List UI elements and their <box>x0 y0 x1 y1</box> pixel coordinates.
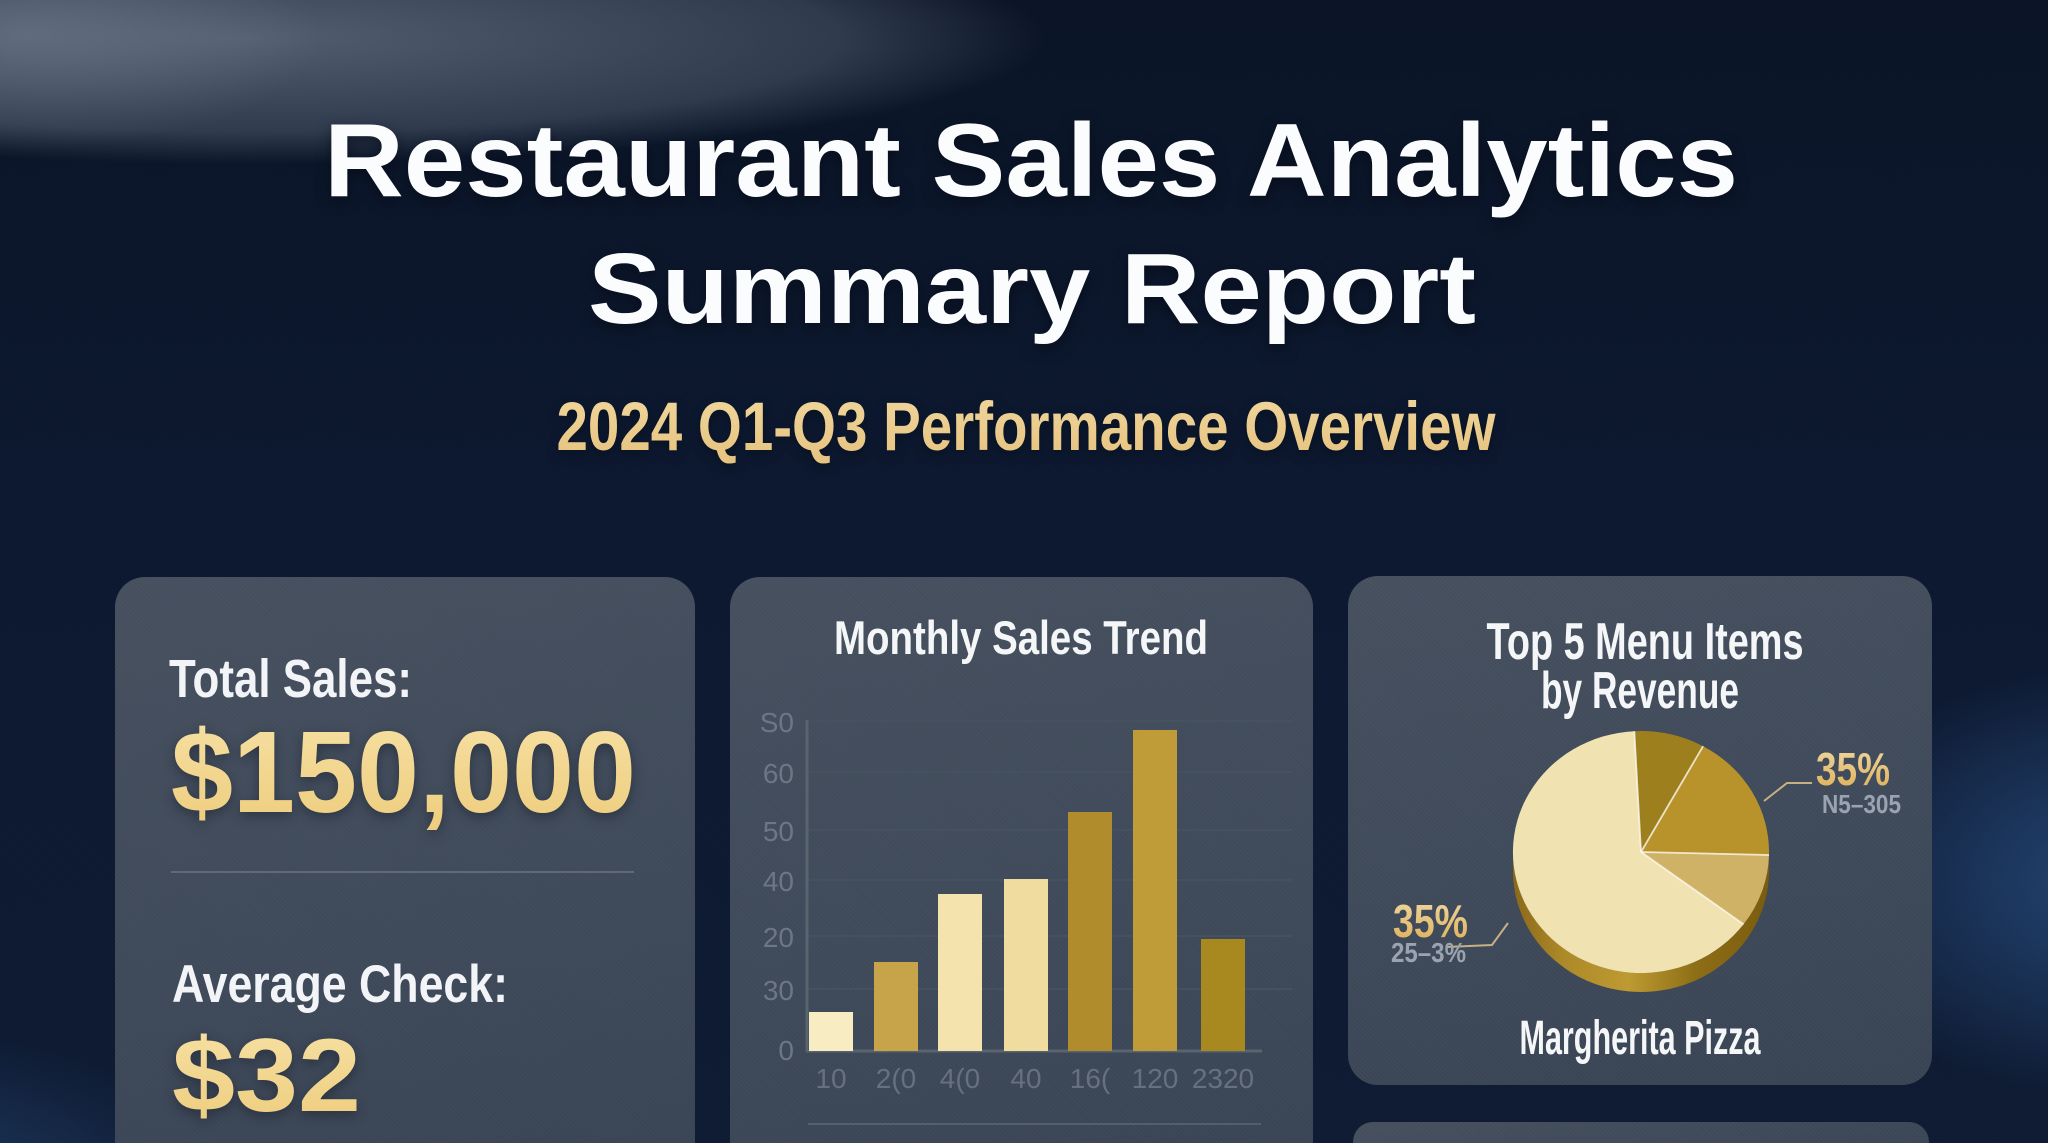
svg-text:10: 10 <box>815 1063 846 1094</box>
svg-text:0: 0 <box>778 1035 794 1066</box>
svg-text:40: 40 <box>1010 1063 1041 1094</box>
svg-text:S0: S0 <box>760 707 794 738</box>
svg-text:35%: 35% <box>1816 743 1890 795</box>
svg-text:Margherita Pizza: Margherita Pizza <box>1520 1012 1761 1065</box>
svg-text:16(: 16( <box>1070 1063 1111 1094</box>
svg-text:$150,000: $150,000 <box>171 707 636 837</box>
svg-text:50: 50 <box>763 816 794 847</box>
svg-text:$32: $32 <box>172 1018 361 1134</box>
svg-text:Summary Report: Summary Report <box>588 233 1476 345</box>
svg-text:Top 5 Menu Items: Top 5 Menu Items <box>1487 613 1804 671</box>
svg-text:60: 60 <box>763 758 794 789</box>
svg-text:120: 120 <box>1132 1063 1179 1094</box>
svg-text:Average Check:: Average Check: <box>172 955 508 1014</box>
svg-text:by Revenue: by Revenue <box>1541 662 1739 720</box>
svg-text:25–3%: 25–3% <box>1391 937 1466 968</box>
svg-text:40: 40 <box>763 866 794 897</box>
svg-text:2024 Q1-Q3 Performance Overvie: 2024 Q1-Q3 Performance Overview <box>557 388 1496 465</box>
svg-text:35%: 35% <box>1393 895 1468 947</box>
svg-text:Total Sales:: Total Sales: <box>169 649 412 709</box>
svg-text:Restaurant Sales Analytics: Restaurant Sales Analytics <box>324 103 1738 219</box>
svg-text:2(0: 2(0 <box>876 1063 916 1094</box>
svg-text:N5–305: N5–305 <box>1822 789 1901 819</box>
svg-text:20: 20 <box>763 922 794 953</box>
svg-text:30: 30 <box>763 975 794 1006</box>
svg-text:4(0: 4(0 <box>940 1063 980 1094</box>
svg-text:2320: 2320 <box>1192 1063 1254 1094</box>
svg-text:Monthly Sales Trend: Monthly Sales Trend <box>834 611 1208 664</box>
